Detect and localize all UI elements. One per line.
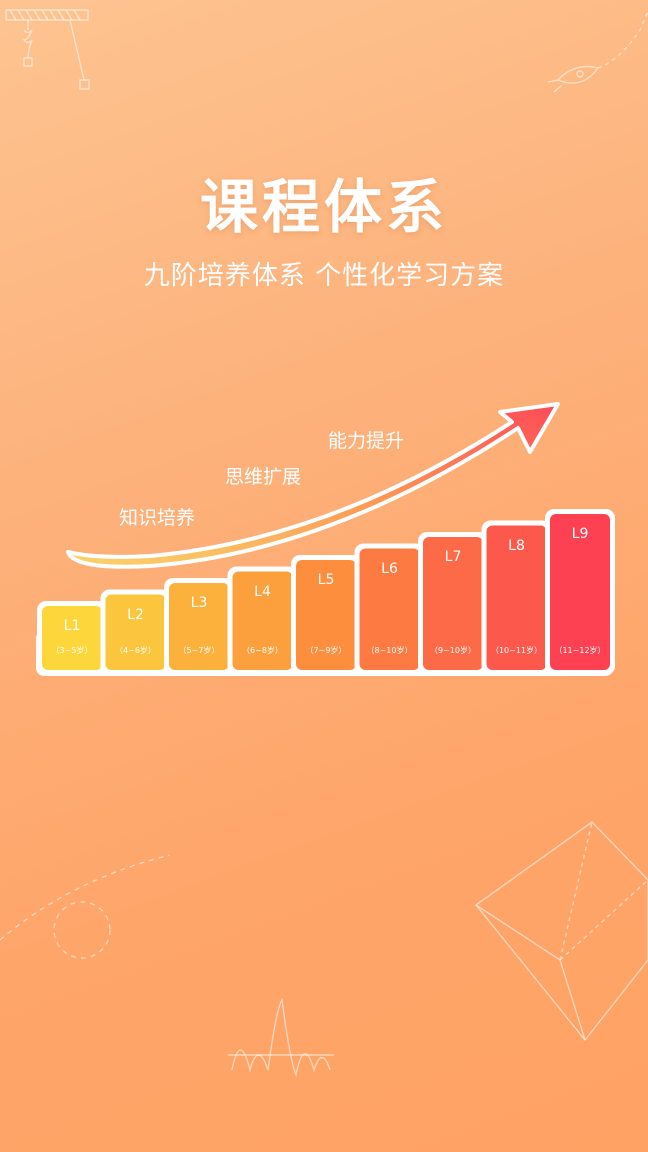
page-title: 课程体系 (199, 173, 448, 241)
level-age: （10~11岁） (490, 646, 543, 655)
level-name: L3 (190, 595, 208, 611)
level-bar (359, 548, 420, 670)
page-subtitle: 九阶培养体系 个性化学习方案 (143, 261, 505, 291)
level-bar (296, 560, 356, 670)
level-age: （3~5岁） (51, 646, 93, 655)
level-name: L6 (381, 560, 398, 577)
pendulum-icon (5, 9, 90, 90)
level-bar (105, 594, 166, 670)
level-age: （9~10岁） (430, 646, 476, 655)
level-age: （6~8岁） (242, 646, 283, 655)
cube-icon (474, 821, 648, 1042)
level-bar (423, 537, 483, 670)
level-name: L1 (63, 618, 81, 634)
dashed-orbit-icon (0, 854, 171, 959)
stage-label-ability: 能力提升 (328, 430, 405, 452)
wave-icon (228, 997, 334, 1078)
level-age: （7~9岁） (305, 646, 347, 655)
level-age: （8~10岁） (366, 646, 413, 655)
stage-label-knowledge: 知识培养 (119, 507, 196, 529)
level-name: L4 (254, 583, 271, 600)
level-age: （11~12岁） (554, 646, 606, 655)
level-bar (42, 606, 102, 670)
level-bar (169, 583, 229, 670)
level-name: L5 (317, 572, 335, 588)
level-bar (486, 525, 547, 670)
rocket-icon (547, 11, 648, 93)
growth-arrow-icon (66, 402, 560, 569)
level-age: （4~6岁） (115, 646, 156, 655)
level-bar (232, 571, 293, 670)
level-name: L2 (127, 606, 144, 623)
level-name: L8 (508, 537, 525, 554)
level-name: L7 (444, 549, 462, 565)
level-name: L9 (571, 526, 589, 542)
stage-label-thinking: 思维扩展 (225, 466, 302, 488)
level-age: （5~7岁） (178, 646, 220, 655)
level-bar (550, 514, 610, 670)
